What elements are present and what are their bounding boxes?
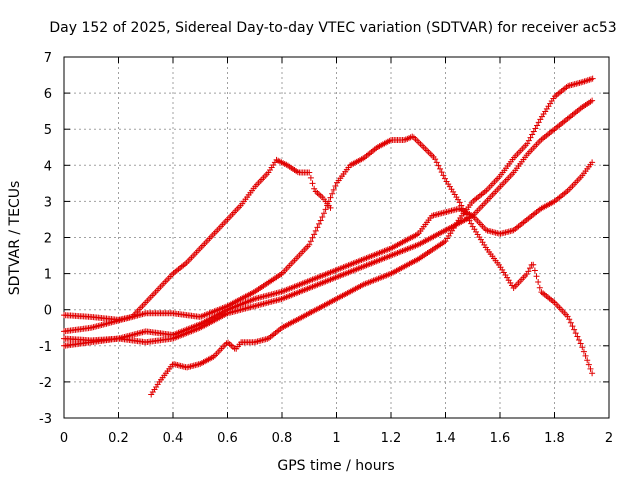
data-point	[325, 198, 332, 205]
x-tick-label: 1.8	[544, 431, 565, 446]
data-point	[566, 316, 573, 323]
x-tick-label: 1.2	[381, 431, 402, 446]
y-tick-label: -3	[39, 412, 52, 427]
data-point	[312, 227, 319, 234]
axis-ticks: 0 0.2 0.4 0.6 0.8 1 1.2 1.4 1.6 1.8 2 -3 -2 -1 0 1 2 3 4 5 6…	[39, 51, 613, 446]
y-tick-label: 6	[44, 87, 52, 102]
y-tick-label: 0	[44, 304, 52, 319]
y-tick-label: 3	[44, 195, 52, 210]
data-point	[587, 365, 594, 372]
data-point	[526, 265, 533, 272]
data-point	[589, 75, 596, 82]
x-tick-label: 0.2	[108, 431, 129, 446]
y-tick-label: 5	[44, 123, 52, 138]
y-tick-label: -2	[39, 376, 52, 391]
data-point	[589, 97, 596, 104]
y-tick-label: 2	[44, 232, 52, 247]
data-point	[536, 284, 543, 291]
data-point	[584, 357, 591, 364]
data-point	[529, 131, 536, 138]
data-point	[306, 241, 313, 248]
data-point	[527, 134, 534, 141]
y-tick-label: 7	[44, 51, 52, 66]
data-point	[435, 162, 442, 169]
data-point	[531, 267, 538, 274]
y-tick-label: 4	[44, 159, 52, 174]
data-point	[574, 333, 581, 340]
grid-lines	[64, 57, 609, 418]
data-point	[311, 231, 318, 238]
data-point	[456, 199, 463, 206]
data-point	[572, 330, 579, 337]
data-point	[330, 186, 337, 193]
y-tick-label: -1	[39, 340, 52, 355]
data-point	[324, 202, 331, 209]
data-point	[571, 326, 578, 333]
x-tick-label: 1.6	[490, 431, 511, 446]
data-point	[535, 279, 542, 286]
data-point	[530, 128, 537, 135]
data-point	[440, 172, 447, 179]
data-point	[534, 122, 541, 129]
x-tick-label: 0	[60, 431, 68, 446]
data-point	[589, 370, 596, 377]
series-satellite-d	[61, 97, 596, 346]
x-tick-label: 1	[332, 431, 340, 446]
x-tick-label: 2	[605, 431, 613, 446]
data-point	[309, 234, 316, 241]
data-point	[530, 261, 537, 268]
x-tick-label: 0.6	[217, 431, 238, 446]
x-tick-label: 0.8	[272, 431, 293, 446]
data-point	[320, 210, 327, 217]
x-tick-label: 0.4	[163, 431, 184, 446]
data-point	[322, 206, 329, 213]
data-point	[437, 165, 444, 172]
data-point	[582, 352, 589, 359]
data-point	[532, 125, 539, 132]
data-point	[525, 268, 532, 275]
data-point	[327, 194, 334, 201]
data-point	[569, 323, 576, 330]
data-point	[317, 217, 324, 224]
data-point	[524, 140, 531, 147]
data-point	[306, 169, 313, 176]
data-points	[61, 75, 596, 398]
data-point	[307, 174, 314, 181]
data-point	[329, 190, 336, 197]
data-point	[579, 344, 586, 351]
x-tick-label: 1.4	[435, 431, 456, 446]
data-point	[327, 204, 334, 211]
data-point	[438, 169, 445, 176]
data-point	[316, 220, 323, 227]
data-point	[533, 273, 540, 280]
x-axis-title: GPS time / hours	[277, 458, 394, 474]
data-point	[535, 119, 542, 126]
y-tick-label: 1	[44, 268, 52, 283]
y-axis-title: SDTVAR / TECUs	[7, 181, 23, 296]
data-point	[580, 348, 587, 355]
data-point	[577, 340, 584, 347]
data-point	[589, 159, 596, 166]
data-point	[319, 213, 326, 220]
data-point	[332, 182, 339, 189]
data-point	[576, 337, 583, 344]
data-point	[585, 361, 592, 368]
series-satellite-a	[61, 156, 334, 323]
data-point	[314, 224, 321, 231]
data-point	[567, 319, 574, 326]
data-point	[432, 156, 439, 163]
data-point	[468, 220, 475, 227]
data-point	[307, 238, 314, 245]
data-point	[525, 137, 532, 144]
data-point	[433, 159, 440, 166]
series-satellite-c	[61, 159, 596, 349]
data-point	[309, 180, 316, 187]
series-satellite-e	[148, 75, 596, 398]
chart-title: Day 152 of 2025, Sidereal Day-to-day VTE…	[49, 20, 616, 36]
series-satellite-b	[61, 133, 596, 377]
